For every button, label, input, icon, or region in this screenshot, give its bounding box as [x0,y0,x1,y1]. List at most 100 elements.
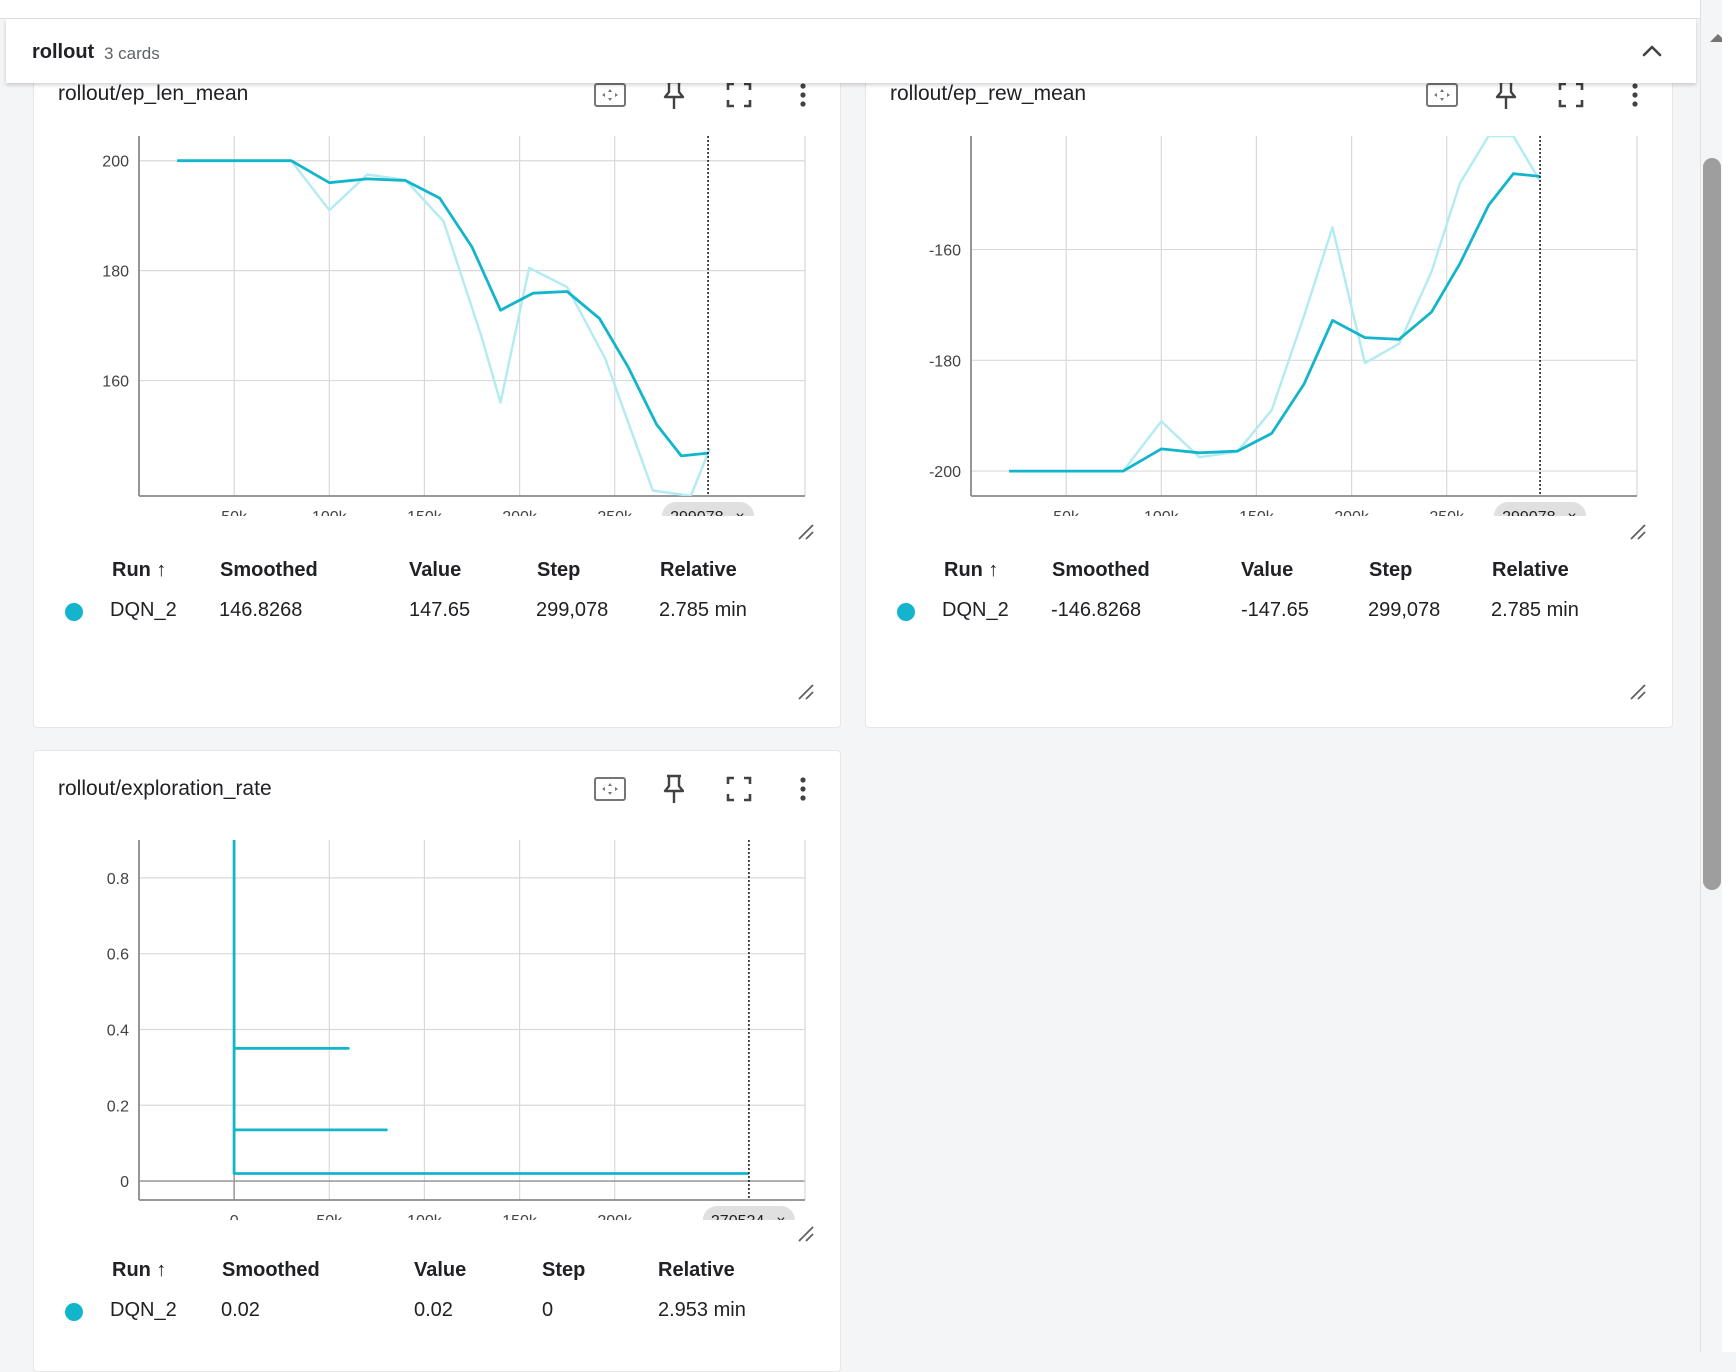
series-line-smoothed [232,840,749,1175]
scalar-card-exploration-rate: rollout/exploration_rate 0 50k 100k 150k 200… [33,750,841,1372]
cell-step: 0 [542,1299,554,1321]
series-line-raw [177,159,712,496]
x-tick-label: 50k [316,1213,343,1220]
y-tick-label: 0.8 [107,871,129,888]
header-step[interactable]: Step [537,559,581,581]
y-tick-label: 200 [102,154,129,171]
more-options-button[interactable] [783,75,823,115]
cell-run: DQN_2 [110,1299,177,1321]
step-cursor-chip[interactable]: 299078 × [1494,502,1587,516]
series-line-smoothed [177,159,709,458]
resize-icon [798,684,814,700]
header-step[interactable]: Step [1369,559,1413,581]
cell-step: 299,078 [536,599,609,621]
card-title: rollout/ep_len_mean [58,82,249,105]
cell-step: 299,078 [1368,599,1441,621]
x-tick-label: 100k [312,509,348,516]
header-relative[interactable]: Relative [660,559,737,581]
fit-to-data-icon [594,83,626,107]
header-value[interactable]: Value [414,1259,467,1281]
fullscreen-icon [726,82,752,108]
data-table: Run ↑ Smoothed Value Step Relative DQN_2… [34,1251,840,1331]
fullscreen-button[interactable] [1551,75,1591,115]
fit-domain-button[interactable] [1422,75,1462,115]
pin-button[interactable] [654,769,694,809]
header-smoothed[interactable]: Smoothed [222,1259,320,1281]
step-cursor-chip[interactable]: 299078 × [662,502,755,516]
header-relative[interactable]: Relative [1492,559,1569,581]
more-vert-icon [800,777,806,801]
y-tick-label: 0.4 [107,1022,129,1039]
header-run[interactable]: Run ↑ [112,559,167,581]
resize-chart-handle[interactable] [797,1225,815,1243]
resize-chart-handle[interactable] [1629,523,1647,541]
scalar-card-ep-rew-mean: rollout/ep_rew_mean 50k 100k 150k 200k 250k -… [865,70,1673,728]
fullscreen-icon [726,776,752,802]
more-vert-icon [1632,83,1638,107]
cell-run: DQN_2 [110,599,177,621]
header-run[interactable]: Run ↑ [112,1259,167,1281]
cell-relative: 2.953 min [658,1299,746,1321]
scrollbar-thumb[interactable] [1703,158,1721,890]
close-icon: × [735,509,744,516]
pin-icon [663,774,685,803]
header-smoothed[interactable]: Smoothed [1052,559,1150,581]
resize-table-handle[interactable] [797,683,815,701]
line-chart[interactable]: 0 50k 100k 150k 200k 0 0.2 0.4 0.6 0.8 270524 × [34,830,840,1220]
cell-value: -147.65 [1241,599,1309,621]
fit-domain-button[interactable] [590,75,630,115]
fit-domain-button[interactable] [590,769,630,809]
x-tick-label: 200k [597,1213,633,1220]
right-edge-panel [1722,0,1736,1352]
y-tick-label: -200 [929,464,961,481]
run-color-dot [65,1303,83,1321]
close-icon: × [1567,509,1576,516]
cell-smoothed: 146.8268 [219,599,303,621]
data-table: Run ↑ Smoothed Value Step Relative DQN_2… [866,551,1672,631]
run-color-dot [65,603,83,621]
collapse-group-button[interactable] [1634,33,1670,69]
y-tick-label: 0.6 [107,947,129,964]
resize-icon [798,524,814,540]
resize-table-handle[interactable] [1629,683,1647,701]
fullscreen-button[interactable] [719,75,759,115]
y-tick-label: 180 [102,264,129,281]
step-cursor-chip[interactable]: 270524 × [702,1206,795,1220]
card-title: rollout/ep_rew_mean [890,82,1087,105]
cell-smoothed: -146.8268 [1051,599,1142,621]
step-cursor-chip-bg [1494,502,1587,516]
step-cursor-value: 299078 [1502,509,1555,516]
header-relative[interactable]: Relative [658,1259,735,1281]
more-options-button[interactable] [1615,75,1655,115]
more-options-button[interactable] [783,769,823,809]
resize-icon [1630,524,1646,540]
line-chart[interactable]: 50k 100k 150k 200k 250k -200 -180 -160 299078 × [866,126,1672,516]
x-tick-label: 250k [1429,509,1465,516]
header-value[interactable]: Value [409,559,462,581]
x-tick-label: 200k [502,509,538,516]
header-smoothed[interactable]: Smoothed [220,559,318,581]
header-value[interactable]: Value [1241,559,1294,581]
y-tick-label: 160 [102,374,129,391]
top-bar [0,0,1700,19]
resize-chart-handle[interactable] [797,523,815,541]
step-cursor-value: 270524 [711,1213,764,1220]
series-line-smoothed [1009,172,1541,473]
line-chart[interactable]: 50k 100k 150k 200k 250k 160 180 200 299078 × [34,126,840,516]
cell-relative: 2.785 min [659,599,747,621]
y-tick-label: 0 [120,1174,129,1191]
resize-icon [798,1226,814,1242]
fullscreen-button[interactable] [719,769,759,809]
scalar-card-ep-len-mean: rollout/ep_len_mean 50k 100k 150k 200k 250k 1… [33,70,841,728]
run-color-dot [897,603,915,621]
group-header[interactable]: rollout 3 cards [6,19,1696,83]
group-card-count: 3 cards [104,44,160,63]
x-tick-label: 50k [221,509,248,516]
step-cursor-chip-bg [702,1206,795,1220]
header-step[interactable]: Step [542,1259,586,1281]
x-tick-label: 150k [1239,509,1275,516]
group-title: rollout [32,41,95,63]
step-cursor-value: 299078 [670,509,723,516]
x-tick-label: 0 [230,1213,239,1220]
header-run[interactable]: Run ↑ [944,559,999,581]
